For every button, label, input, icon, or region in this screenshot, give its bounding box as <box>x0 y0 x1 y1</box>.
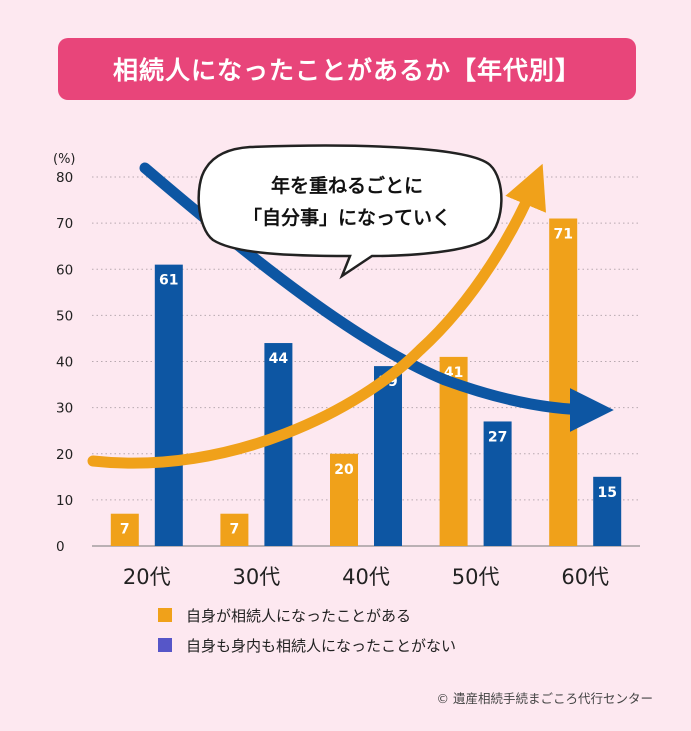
y-tick-label: 80 <box>56 170 73 186</box>
x-tick-label: 30代 <box>233 565 281 589</box>
y-tick-label: 40 <box>56 355 73 371</box>
legend-item-blue: 自身も身内も相続人になったことがない <box>158 630 456 660</box>
bar <box>154 264 183 546</box>
x-tick-label: 60代 <box>561 565 609 589</box>
speech-bubble: 年を重ねるごとに 「自分事」になっていく <box>197 144 503 280</box>
legend-swatch-orange <box>158 608 172 622</box>
legend-item-orange: 自身が相続人になったことがある <box>158 600 456 630</box>
y-tick-label: 30 <box>56 401 73 417</box>
credit: © 遺産相続手続まごころ代行センター <box>436 691 653 706</box>
orange-trend-arrow <box>87 163 546 469</box>
data-label: 27 <box>488 429 507 445</box>
annotation-line2: 「自分事」になっていく <box>243 206 451 229</box>
bar <box>483 421 512 546</box>
data-label: 7 <box>120 522 130 538</box>
data-label: 7 <box>230 522 240 538</box>
y-tick-label: 60 <box>56 262 73 278</box>
y-tick-label: 0 <box>56 539 65 555</box>
grid-lines <box>92 176 640 547</box>
bar <box>110 513 139 546</box>
x-tick-label: 20代 <box>123 565 171 589</box>
annotation-line1: 年を重ねるごとに <box>271 174 423 197</box>
y-tick-label: 10 <box>56 493 73 509</box>
bar <box>549 218 578 546</box>
legend-label-blue: 自身も身内も相続人になったことがない <box>186 636 457 655</box>
y-axis-unit: (%) <box>53 152 76 167</box>
legend-swatch-blue <box>158 638 172 652</box>
bar <box>330 453 358 546</box>
title-banner: 相続人になったことがあるか【年代別】 <box>58 38 636 100</box>
legend-label-orange: 自身が相続人になったことがある <box>186 606 412 625</box>
data-label: 61 <box>159 273 178 289</box>
legend: 自身が相続人になったことがある 自身も身内も相続人になったことがない <box>158 600 456 660</box>
x-tick-label: 50代 <box>452 565 500 589</box>
x-tick-label: 40代 <box>342 565 390 589</box>
bar <box>374 366 402 546</box>
data-label: 20 <box>334 462 354 478</box>
data-label: 44 <box>269 351 289 367</box>
y-tick-label: 20 <box>56 447 73 463</box>
data-label: 15 <box>597 485 616 501</box>
bar <box>220 513 249 546</box>
data-label: 71 <box>553 227 572 243</box>
y-tick-label: 70 <box>56 216 73 232</box>
chart-title: 相続人になったことがあるか【年代別】 <box>112 56 581 85</box>
y-axis: 0 10 20 30 40 50 60 70 80 <box>56 170 73 555</box>
y-tick-label: 50 <box>56 308 73 324</box>
bar <box>593 476 622 546</box>
speech-bubble-shape <box>197 144 503 280</box>
